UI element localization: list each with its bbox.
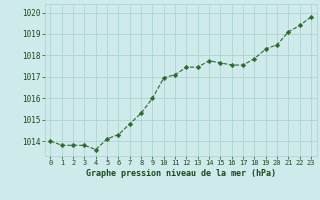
X-axis label: Graphe pression niveau de la mer (hPa): Graphe pression niveau de la mer (hPa) <box>86 169 276 178</box>
